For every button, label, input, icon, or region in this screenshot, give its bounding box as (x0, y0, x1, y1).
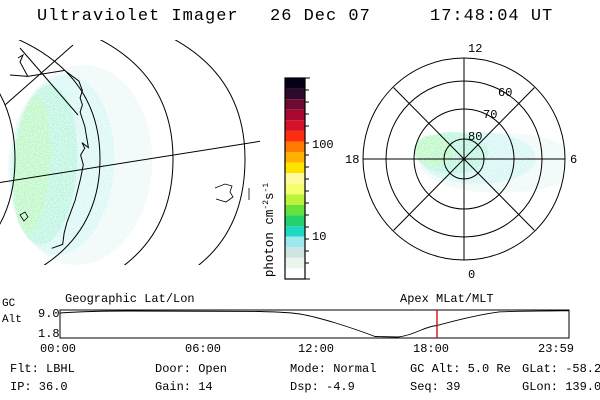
svg-text:GLat: -58.2: GLat: -58.2 (522, 362, 600, 376)
svg-text:23:59: 23:59 (538, 342, 574, 356)
svg-text:Door: Open: Door: Open (155, 362, 227, 376)
svg-text:Flt: LBHL: Flt: LBHL (10, 362, 75, 376)
svg-text:GLon: 139.0: GLon: 139.0 (522, 380, 600, 394)
svg-text:Dsp: -4.9: Dsp: -4.9 (290, 380, 355, 394)
svg-text:Geographic Lat/Lon: Geographic Lat/Lon (65, 292, 195, 306)
svg-text:Gain: 14: Gain: 14 (155, 380, 213, 394)
svg-text:18:00: 18:00 (413, 342, 449, 356)
svg-text:12:00: 12:00 (298, 342, 334, 356)
svg-text:Mode: Normal: Mode: Normal (290, 362, 376, 376)
svg-text:Seq: 39: Seq: 39 (410, 380, 460, 394)
svg-text:9.0: 9.0 (38, 307, 60, 321)
svg-text:GC Alt: 5.0 Re: GC Alt: 5.0 Re (410, 362, 511, 376)
svg-text:Apex MLat/MLT: Apex MLat/MLT (400, 292, 494, 306)
svg-text:00:00: 00:00 (40, 342, 76, 356)
svg-text:IP: 36.0: IP: 36.0 (10, 380, 68, 394)
svg-text:GC: GC (2, 298, 16, 310)
svg-text:06:00: 06:00 (185, 342, 221, 356)
svg-text:photon cm-2s-1: photon cm-2s-1 (262, 183, 277, 277)
svg-text:1.8: 1.8 (38, 327, 60, 341)
svg-text:Alt: Alt (2, 314, 22, 326)
svg-text:10: 10 (312, 230, 326, 244)
svg-text:100: 100 (312, 138, 334, 152)
